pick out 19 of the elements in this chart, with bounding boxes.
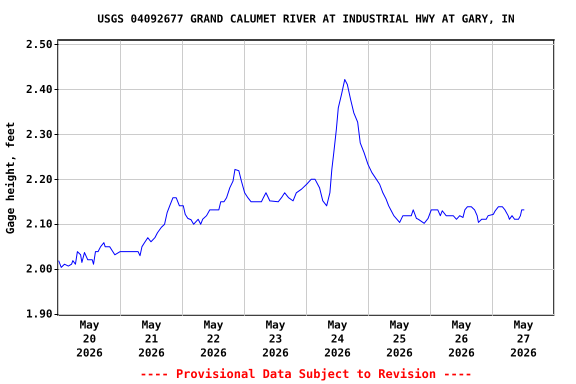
x-tick-label: May 24 2026	[324, 318, 352, 360]
x-tick-label: May 25 2026	[386, 318, 414, 360]
y-tick-label: 2.00	[26, 262, 52, 276]
y-tick-label: 2.10	[26, 218, 52, 231]
y-tick-label: 2.40	[26, 82, 52, 96]
text: ---- Provisional Data Subject to Revision ----	[138, 367, 474, 381]
y-axis-title: Gage height, feet	[4, 122, 18, 234]
y-tick-label: 2.20	[26, 172, 52, 186]
x-tick-label: May 27 2026	[510, 318, 538, 360]
x-tick-label: May 20 2026	[76, 318, 104, 360]
y-tick-label: 2.50	[26, 38, 52, 51]
x-tick-label: May 21 2026	[138, 318, 166, 360]
x-tick-label: May 26 2026	[448, 318, 476, 360]
x-tick-label: May 22 2026	[200, 318, 228, 360]
y-tick-label: 1.90	[26, 308, 52, 321]
x-tick-label: May 23 2026	[262, 318, 290, 360]
chart-title: USGS 04092677 GRAND CALUMET RIVER AT INDUSTRIAL HWY AT GARY, IN	[97, 12, 515, 26]
y-tick-label: 2.30	[26, 128, 52, 141]
line-series	[58, 79, 525, 268]
